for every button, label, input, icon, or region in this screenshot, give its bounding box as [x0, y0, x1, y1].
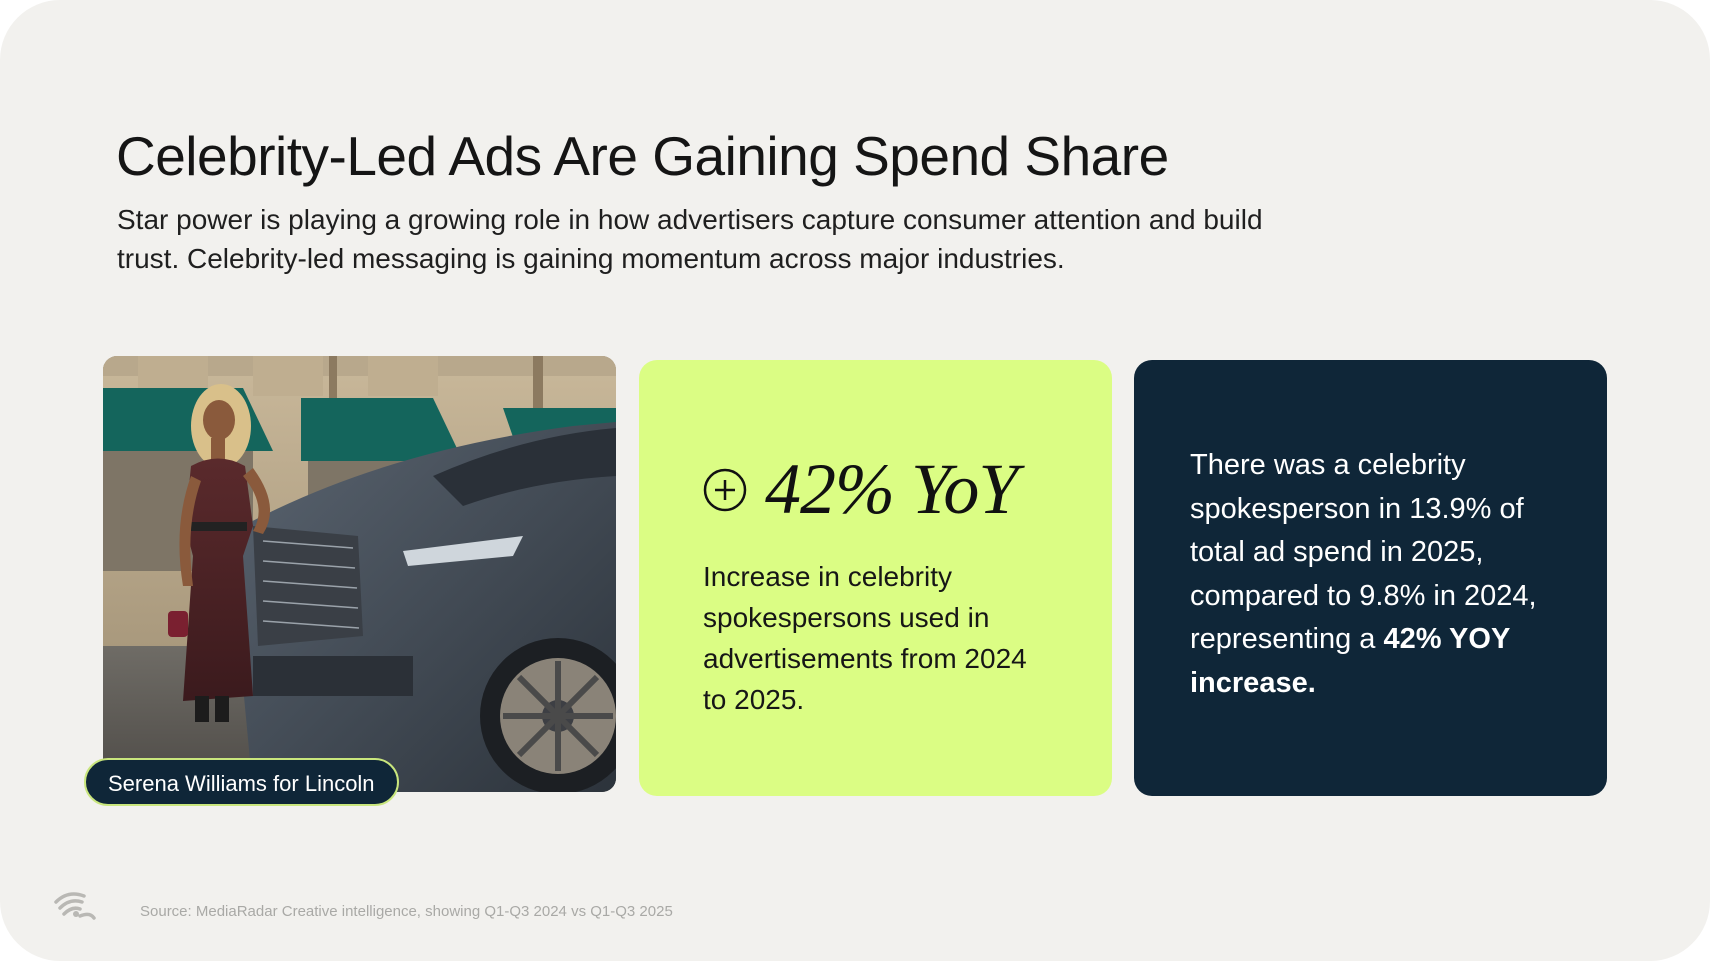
- stat-card: 42% YoY Increase in celebrity spokespers…: [639, 360, 1112, 796]
- source-note: Source: MediaRadar Creative intelligence…: [140, 903, 673, 920]
- info-highlight: 42% YOY increase.: [1190, 623, 1510, 699]
- info-body: There was a celebrity spokesperson in 13…: [1190, 449, 1537, 655]
- stat-value: 42% YoY: [765, 449, 1018, 529]
- radar-waves-icon: [54, 892, 96, 920]
- page-subtitle: Star power is playing a growing role in …: [117, 204, 1263, 274]
- photo-caption: Serena Williams for Lincoln: [84, 758, 399, 806]
- page-title: Celebrity-Led Ads Are Gaining Spend Shar…: [116, 125, 1169, 187]
- stat-description: Increase in celebrity spokespersons used…: [703, 561, 1027, 715]
- plus-circle-icon: [703, 468, 747, 511]
- stat-headline: 42% YoY: [703, 448, 1018, 531]
- info-card: There was a celebrity spokesperson in 13…: [1134, 360, 1607, 796]
- info-text: There was a celebrity spokesperson in 13…: [1190, 444, 1570, 705]
- celebrity-photo: [103, 356, 616, 792]
